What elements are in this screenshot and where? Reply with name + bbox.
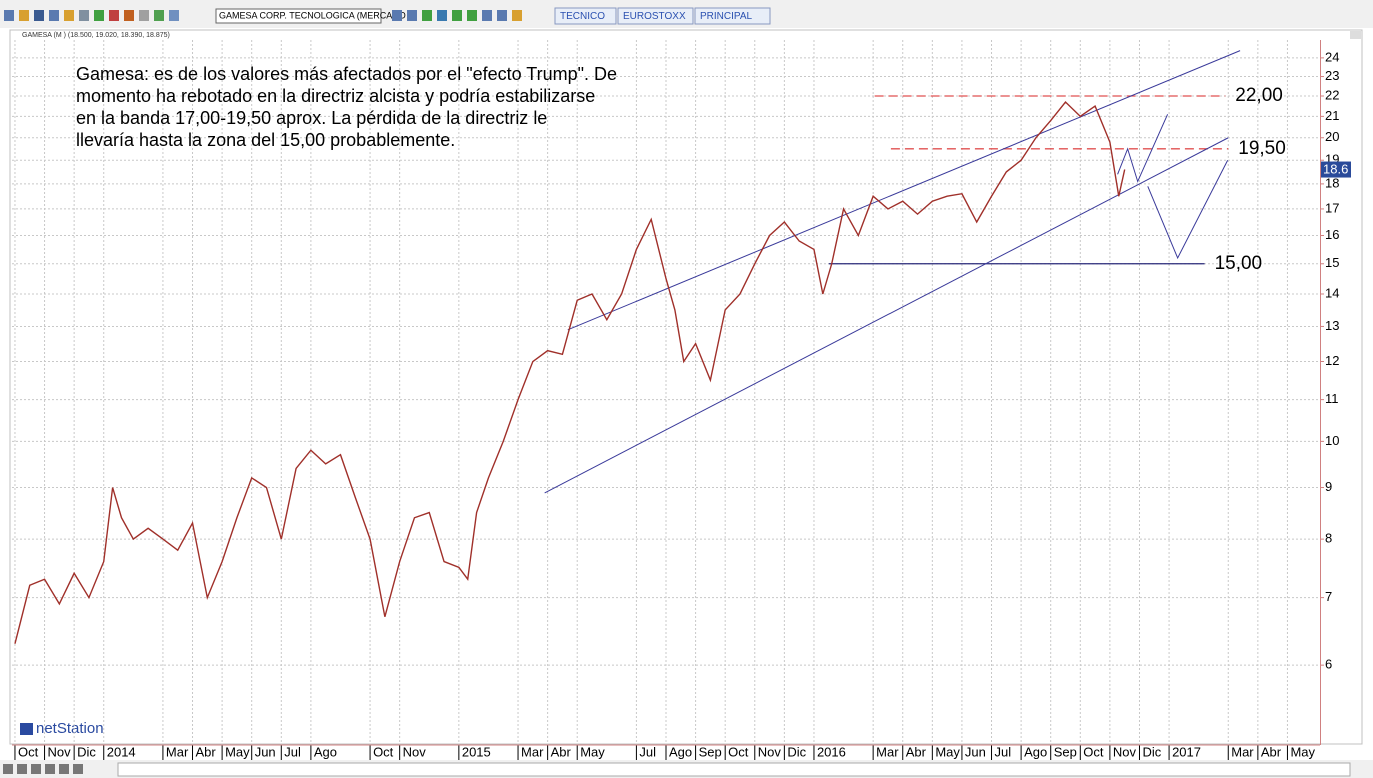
x-tick-label: 2014 (107, 744, 136, 759)
y-tick-label: 22 (1325, 87, 1339, 102)
y-tick-label: 7 (1325, 589, 1332, 604)
logo: netStation (36, 720, 104, 737)
x-tick-label: Abr (551, 744, 572, 759)
toolbar-icons-2 (392, 10, 522, 21)
tab[interactable] (554, 7, 617, 25)
chart-header: GAMESA (M ) (18.500, 19.020, 18.390, 18.… (22, 32, 170, 39)
level-label: 19,50 (1238, 138, 1286, 159)
y-tick-label: 10 (1325, 433, 1339, 448)
x-tick-label: Sep (699, 744, 722, 759)
x-tick-label: Dic (787, 744, 806, 759)
annotation-line: llevaría hasta la zona del 15,00 probabl… (76, 130, 455, 150)
x-tick-label: Abr (196, 744, 217, 759)
x-tick-label: Oct (728, 744, 749, 759)
y-tick-label: 14 (1325, 285, 1339, 300)
annotation-line: en la banda 17,00-19,50 aprox. La pérdid… (76, 108, 547, 128)
y-tick-label: 20 (1325, 129, 1339, 144)
x-tick-label: Mar (876, 744, 899, 759)
annotation-line: momento ha rebotado en la directriz alci… (76, 86, 595, 106)
y-tick-label: 16 (1325, 227, 1339, 242)
logo-icon (20, 723, 33, 735)
instrument-box[interactable] (215, 8, 382, 24)
y-tick-label: 15 (1325, 255, 1339, 270)
trendline (1147, 159, 1229, 260)
tab-label: PRINCIPAL (700, 11, 752, 22)
y-tick-label: 23 (1325, 68, 1339, 83)
level-label: 15,00 (1215, 253, 1263, 274)
x-tick-label: Oct (1083, 744, 1104, 759)
tab[interactable] (694, 7, 771, 25)
x-tick-label: Nov (48, 744, 72, 759)
x-tick-label: Oct (18, 744, 39, 759)
x-tick-label: Abr (906, 744, 927, 759)
y-tick-label: 6 (1325, 657, 1332, 672)
last-price-label: 18.6 (1323, 161, 1348, 176)
y-tick-label: 11 (1325, 391, 1339, 406)
x-tick-label: Jun (965, 744, 986, 759)
chart-frame (9, 29, 1363, 745)
grid (12, 40, 1320, 745)
x-tick-label: Nov (403, 744, 427, 759)
y-tick-label: 9 (1325, 479, 1332, 494)
tab[interactable] (617, 7, 694, 25)
y-tick-label: 13 (1325, 318, 1339, 333)
x-tick-label: Oct (373, 744, 394, 759)
trendline (1117, 114, 1169, 183)
x-tick-label: Jul (995, 744, 1012, 759)
y-tick-label: 8 (1325, 531, 1332, 546)
x-tick-label: Mar (1231, 744, 1254, 759)
tab-label: EUROSTOXX (623, 11, 686, 22)
x-tick-label: Mar (521, 744, 544, 759)
y-axis-line (1320, 40, 1321, 745)
y-tick-label: 17 (1325, 200, 1339, 215)
x-tick-label: Sep (1054, 744, 1077, 759)
level-label: 22,00 (1235, 85, 1283, 106)
x-tick-label: May (225, 744, 250, 759)
x-tick-label: Abr (1261, 744, 1282, 759)
y-tick-label: 24 (1325, 49, 1339, 64)
x-tick-label: Ago (1024, 744, 1047, 759)
scrollbar[interactable] (117, 762, 1351, 777)
trendline (544, 137, 1229, 494)
x-tick-label: 2016 (817, 744, 846, 759)
y-tick-label: 18 (1325, 175, 1339, 190)
last-price-box (1321, 161, 1351, 178)
x-tick-label: 2017 (1172, 744, 1201, 759)
x-tick-label: Nov (758, 744, 782, 759)
annotation-line: Gamesa: es de los valores más afectados … (76, 64, 617, 84)
toolbar-icons (4, 10, 179, 21)
x-tick-label: Ago (314, 744, 337, 759)
x-tick-label: Ago (669, 744, 692, 759)
x-tick-label: Jun (255, 744, 276, 759)
tab-label: TECNICO (560, 11, 605, 22)
x-tick-label: Dic (1142, 744, 1161, 759)
window-buttons[interactable] (1350, 31, 1361, 39)
x-tick-label: Dic (77, 744, 96, 759)
status-icons (3, 764, 83, 774)
x-tick-label: May (935, 744, 960, 759)
y-tick-label: 21 (1325, 108, 1339, 123)
x-tick-label: Jul (284, 744, 301, 759)
x-tick-label: Nov (1113, 744, 1137, 759)
trendline (567, 50, 1241, 331)
price-line (14, 100, 1126, 644)
x-tick-label: May (580, 744, 605, 759)
x-tick-label: 2015 (462, 744, 491, 759)
x-tick-label: Jul (639, 744, 656, 759)
instrument-name: GAMESA CORP. TECNOLOGICA (MERCADO (219, 10, 406, 20)
y-tick-label: 12 (1325, 353, 1339, 368)
x-tick-label: May (1290, 744, 1315, 759)
x-tick-label: Mar (166, 744, 189, 759)
